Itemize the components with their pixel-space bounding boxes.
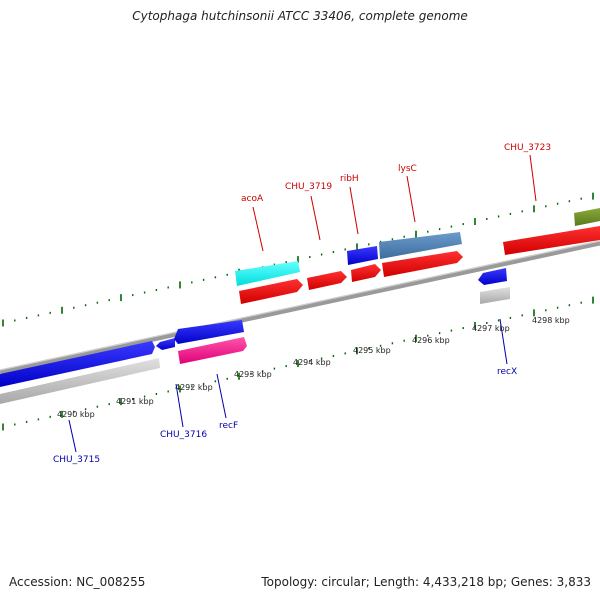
gene-label-lysc: lysC — [398, 164, 417, 174]
scale-label-4292: 4292 kbp — [175, 383, 213, 392]
gene-feature-ribh[interactable] — [347, 246, 378, 265]
scale-label-4296: 4296 kbp — [412, 336, 450, 345]
leader-chu3723 — [529, 154, 537, 202]
gene-label-chu3719: CHU_3719 — [285, 182, 332, 192]
gene-feature-red-ribh[interactable] — [351, 264, 381, 282]
gene-feature-gray-lower-left[interactable] — [0, 358, 160, 404]
gene-feature-red-lysc[interactable] — [382, 251, 463, 277]
accession-text: Accession: NC_008255 — [9, 575, 146, 589]
inner-scale-ticks — [2, 296, 594, 431]
scale-label-4298: 4298 kbp — [532, 316, 570, 325]
gene-feature-chu3715[interactable] — [0, 341, 155, 387]
leader-recx — [499, 318, 508, 365]
gene-feature-gray-right[interactable] — [480, 287, 510, 304]
scale-label-4290: 4290 kbp — [57, 410, 95, 419]
gene-feature-chu3716[interactable] — [156, 338, 175, 350]
gene-label-recx: recX — [497, 367, 517, 377]
scale-label-4294: 4294 kbp — [293, 358, 331, 367]
gene-feature-chu3723[interactable] — [503, 226, 600, 255]
leader-lysc — [406, 175, 416, 223]
scale-label-4297: 4297 kbp — [472, 324, 510, 333]
gene-feature-recx[interactable] — [478, 268, 507, 285]
leader-recf — [216, 373, 227, 419]
leader-chu3715 — [68, 419, 77, 453]
gene-label-chu3716: CHU_3716 — [160, 430, 207, 440]
gene-label-recf: recF — [219, 421, 238, 431]
gene-feature-pink[interactable] — [178, 337, 247, 364]
scale-label-4293: 4293 kbp — [234, 370, 272, 379]
gene-label-chu3723: CHU_3723 — [504, 143, 551, 153]
genome-title: Cytophaga hutchinsonii ATCC 33406, compl… — [132, 9, 468, 23]
genome-stats-text: Topology: circular; Length: 4,433,218 bp… — [261, 575, 591, 589]
gene-label-chu3715: CHU_3715 — [53, 455, 100, 465]
leader-ribh — [349, 186, 359, 235]
gene-label-acoa: acoA — [241, 194, 264, 204]
genome-backbone — [0, 240, 600, 375]
leader-chu3716 — [175, 383, 184, 428]
scale-label-4295: 4295 kbp — [353, 346, 391, 355]
leader-acoa — [252, 206, 264, 252]
leader-chu3719 — [310, 195, 321, 241]
gene-feature-acoa[interactable] — [235, 261, 300, 286]
gene-feature-lysc[interactable] — [379, 232, 462, 259]
gene-label-ribh: ribH — [340, 174, 359, 184]
gene-feature-recf[interactable] — [174, 320, 244, 344]
gene-feature-chu3719[interactable] — [307, 271, 347, 290]
backbone-highlight — [0, 240, 600, 371]
scale-label-4291: 4291 kbp — [116, 397, 154, 406]
gene-feature-olive-right[interactable] — [574, 208, 600, 226]
gene-feature-red-acoa[interactable] — [239, 279, 303, 304]
